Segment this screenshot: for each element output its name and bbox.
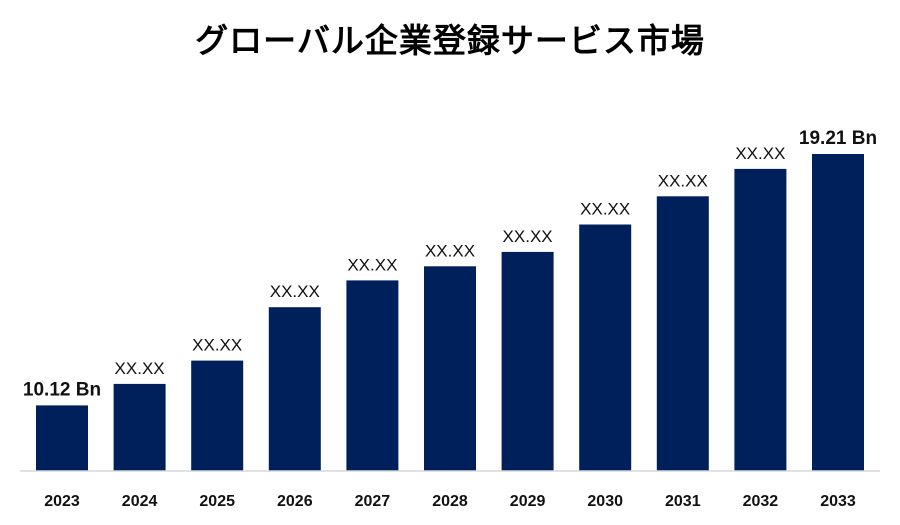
labels-layer: 10.12 Bn XX.XX XX.XX XX.XX XX.XX XX.XX XX.XX XX… <box>23 128 877 400</box>
data-label-2033: 19.21 Bn <box>799 128 877 149</box>
data-label-2032: XX.XX <box>735 144 785 163</box>
x-tick-2023: 2023 <box>44 493 80 510</box>
x-tick-2030: 2030 <box>587 493 623 510</box>
x-tick-2032: 2032 <box>743 493 779 510</box>
bar-2025 <box>191 360 244 471</box>
bars-layer <box>36 154 864 472</box>
data-label-2024: XX.XX <box>115 359 165 378</box>
x-tick-2026: 2026 <box>277 493 313 510</box>
bar-2033 <box>812 154 864 471</box>
bar-2032 <box>734 168 787 471</box>
data-label-2025: XX.XX <box>192 336 242 355</box>
bar-2031 <box>656 196 709 472</box>
x-tick-2027: 2027 <box>355 493 391 510</box>
bar-2029 <box>501 251 554 471</box>
x-tick-2028: 2028 <box>432 493 468 510</box>
data-label-2023: 10.12 Bn <box>23 379 101 400</box>
data-label-2027: XX.XX <box>347 255 397 274</box>
x-axis-ticks: 2023 2024 2025 2026 2027 2028 2029 2030 2031 2032… <box>44 493 856 510</box>
bar-2024 <box>113 383 166 471</box>
x-tick-2033: 2033 <box>820 493 856 510</box>
x-tick-2031: 2031 <box>665 493 701 510</box>
x-tick-2029: 2029 <box>510 493 546 510</box>
data-label-2030: XX.XX <box>580 200 630 219</box>
x-tick-2024: 2024 <box>122 493 158 510</box>
bar-2028 <box>424 266 476 471</box>
x-tick-2025: 2025 <box>199 493 235 510</box>
chart-title: グローバル企業登録サービス市場 <box>195 21 705 60</box>
bar-2023 <box>36 405 88 471</box>
data-label-2026: XX.XX <box>270 282 320 301</box>
data-label-2031: XX.XX <box>658 171 708 190</box>
data-label-2029: XX.XX <box>503 227 553 246</box>
bar-2030 <box>579 224 632 471</box>
data-label-2028: XX.XX <box>425 241 475 260</box>
bar-2027 <box>346 280 399 471</box>
bar-2026 <box>268 307 321 471</box>
